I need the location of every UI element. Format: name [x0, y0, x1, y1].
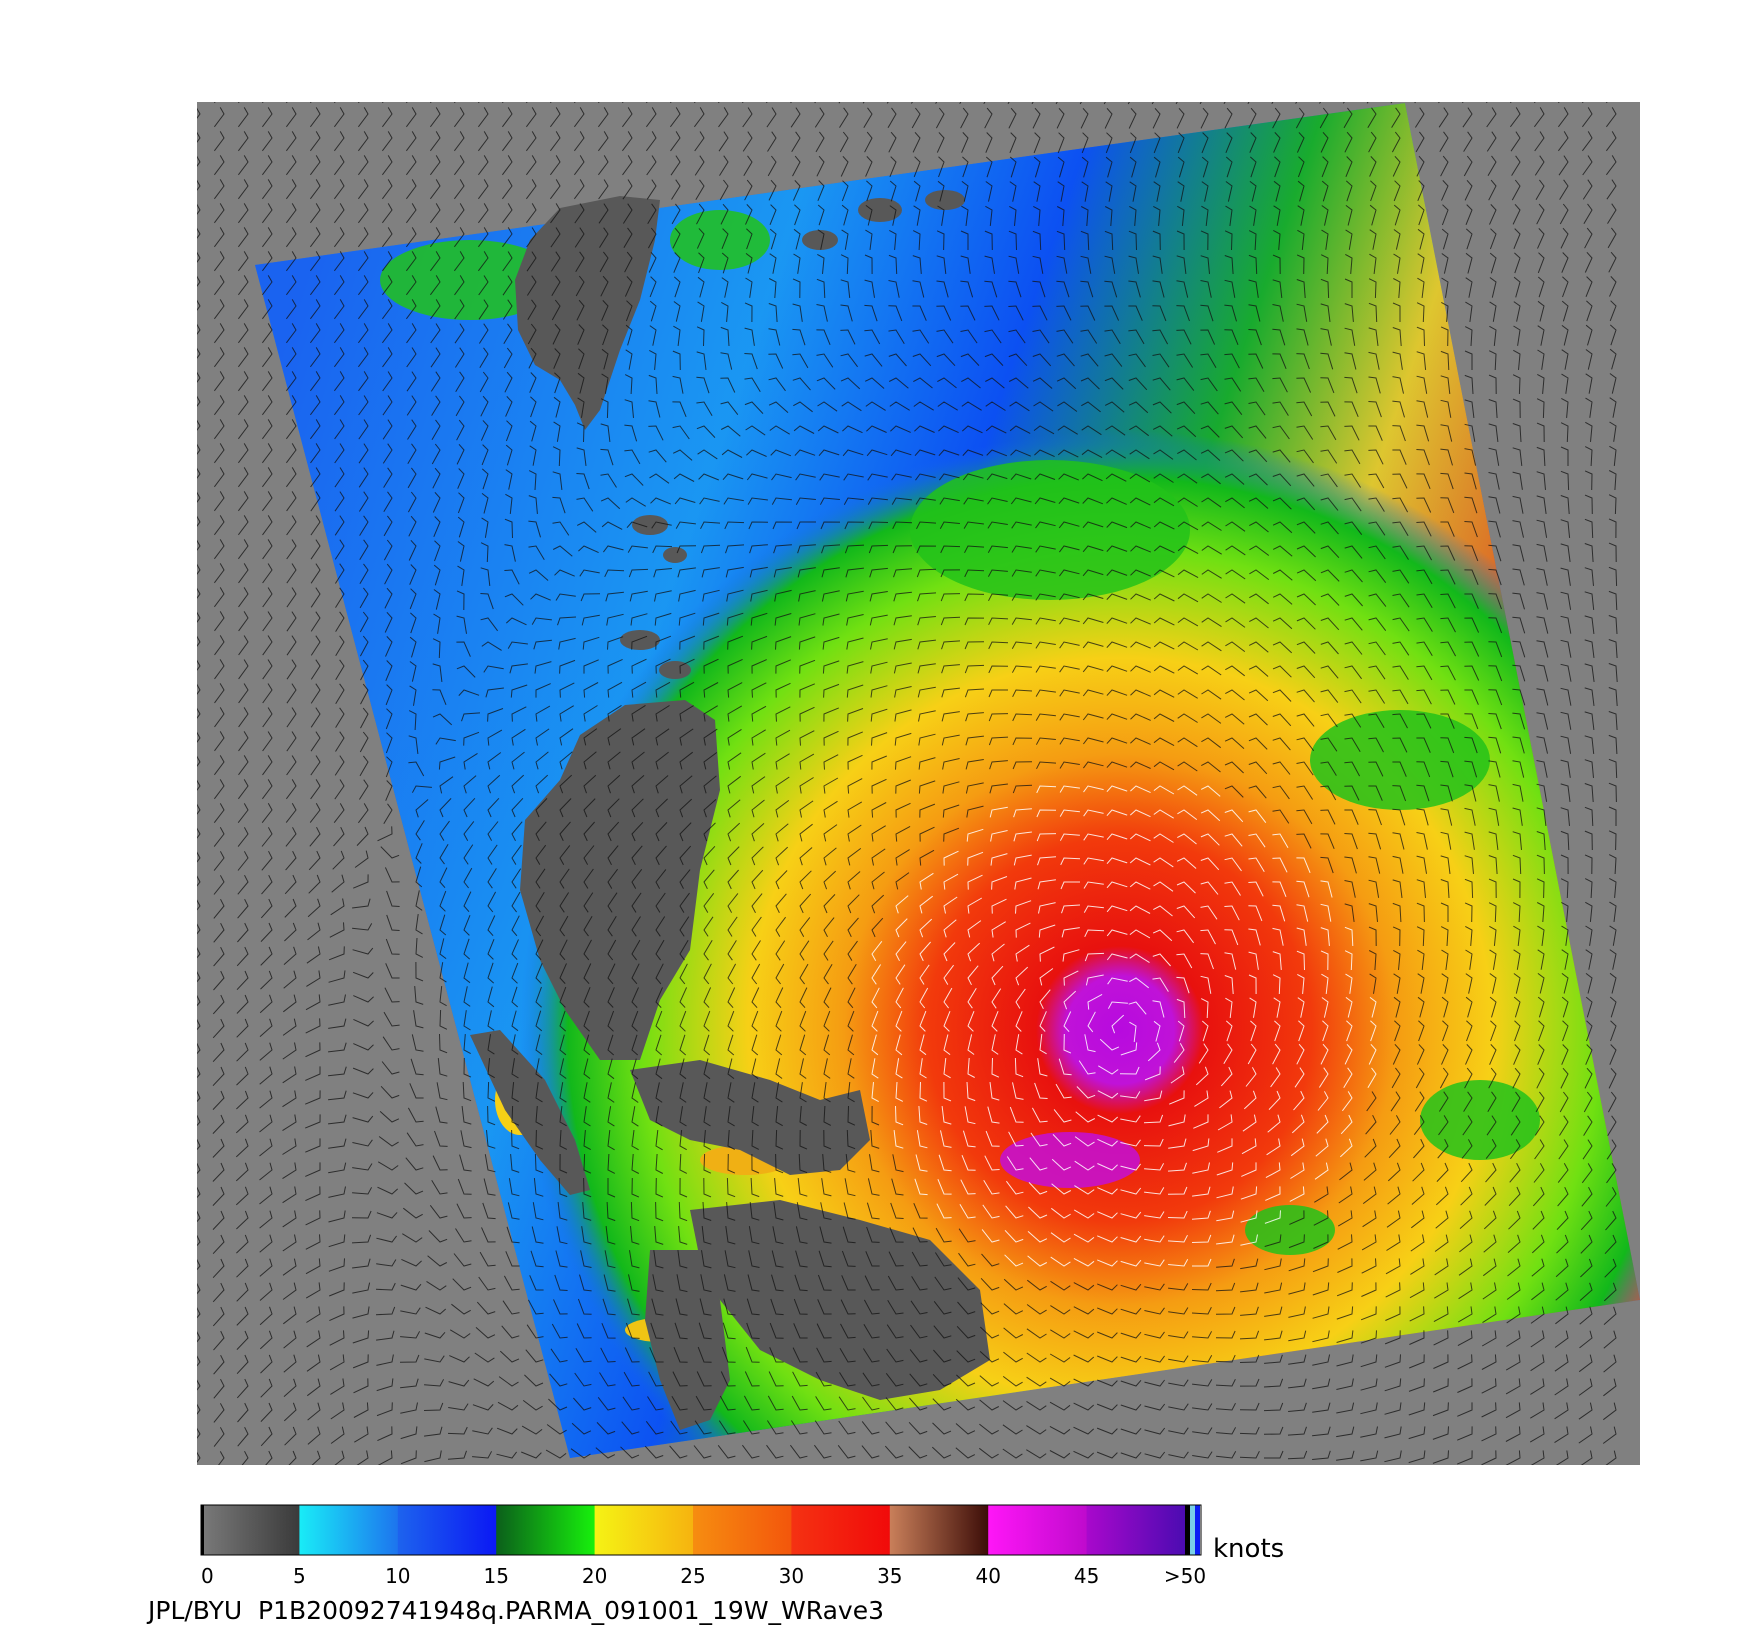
- colorbar-tick-label: 20: [582, 1564, 607, 1588]
- colorbar-tick-label: 25: [680, 1564, 705, 1588]
- wind-barbs: [197, 102, 1618, 1465]
- colorbar-end-stripe: [1195, 1505, 1200, 1555]
- colorbar-tick-label: 0: [201, 1564, 214, 1588]
- colorbar-segment: [791, 1505, 891, 1555]
- colorbar-tick-label: 5: [293, 1564, 306, 1588]
- colorbar-segments: [201, 1505, 1200, 1555]
- taiwan-land: [515, 196, 660, 430]
- land-masses: [470, 190, 990, 1430]
- moderate-wind-patches: [380, 210, 1540, 1255]
- colorbar-tick-label: 15: [483, 1564, 508, 1588]
- colorbar-segment: [397, 1505, 497, 1555]
- colorbar-segment: [299, 1505, 399, 1555]
- colorbar-tick-label: 35: [877, 1564, 902, 1588]
- wind-barbs-dark: [197, 102, 1618, 1465]
- colorbar-tick-labels: 0 5 10 15 20 25 30 35 40 45 >50: [201, 1564, 1206, 1588]
- wind-barbs-light: [871, 785, 1377, 1267]
- luzon-land: [520, 700, 720, 1060]
- colorbar-units-label: knots: [1213, 1534, 1284, 1564]
- colorbar-tick-label: >50: [1164, 1564, 1206, 1588]
- colorbar-tick-label: 45: [1074, 1564, 1099, 1588]
- mindanao-land: [690, 1200, 990, 1400]
- colorbar-end-stripe: [1190, 1505, 1195, 1555]
- colorbar-start-stripe: [201, 1505, 204, 1555]
- colorbar-segment: [496, 1505, 596, 1555]
- southern-islands-land: [645, 1250, 730, 1430]
- colorbar-segment: [988, 1505, 1088, 1555]
- visayas-land: [630, 1060, 870, 1175]
- image-caption: JPL/BYU P1B20092741948q.PARMA_091001_19W…: [146, 1596, 884, 1625]
- colorbar-segment: [1086, 1505, 1186, 1555]
- colorbar-tick-label: 40: [975, 1564, 1000, 1588]
- colorbar-end-stripe: [1185, 1505, 1190, 1555]
- palawan-land: [470, 1030, 590, 1195]
- colorbar-segment: [889, 1505, 989, 1555]
- colorbar-tick-label: 10: [385, 1564, 410, 1588]
- colorbar-frame: [200, 1504, 1202, 1556]
- colorbar-segment: [201, 1505, 300, 1555]
- colorbar-segment: [594, 1505, 694, 1555]
- colorbar-tick-label: 30: [779, 1564, 804, 1588]
- colorbar: 0 5 10 15 20 25 30 35 40 45 >50 knots: [200, 1504, 1284, 1588]
- colorbar-segment: [693, 1505, 792, 1555]
